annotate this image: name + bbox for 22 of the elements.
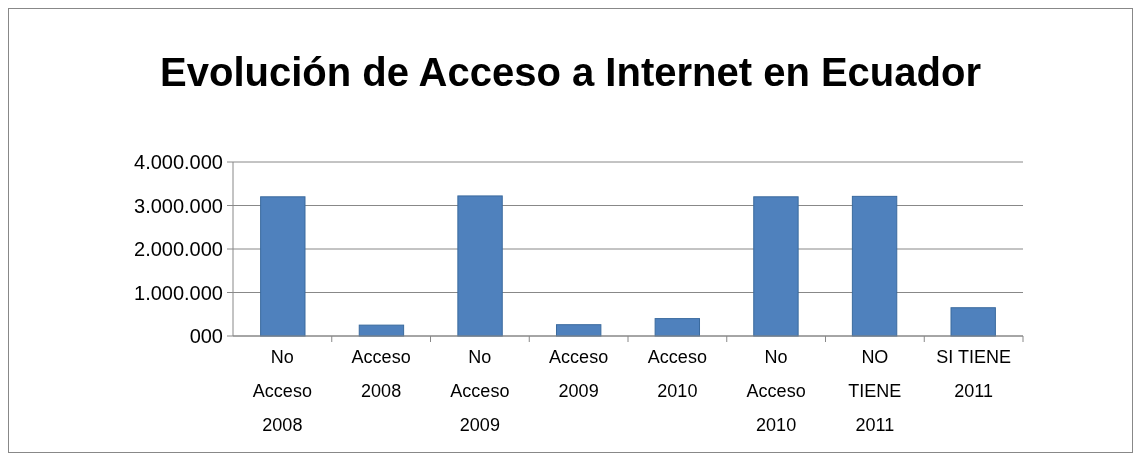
- chart-title: Evolución de Acceso a Internet en Ecuador: [160, 50, 981, 94]
- x-tick-label: No Acceso 2010: [746, 347, 806, 435]
- bar: [556, 324, 602, 337]
- y-tick-label: 2.000.000: [134, 238, 223, 260]
- x-tick-label: Acceso 2008: [351, 347, 411, 401]
- x-tick-label: Acceso 2010: [647, 347, 707, 401]
- y-tick-label: 1.000.000: [134, 281, 223, 304]
- bar: [260, 196, 306, 337]
- y-tick-label: 000: [189, 325, 223, 347]
- x-tick-label: SI TIENE 2011: [936, 347, 1011, 401]
- x-tick-label: No Acceso 2009: [450, 347, 510, 435]
- bar: [457, 195, 503, 337]
- x-tick-label: NO TIENE 2011: [848, 347, 902, 435]
- y-tick-label: 4.000.000: [134, 151, 223, 173]
- bar: [654, 318, 700, 337]
- x-tick-label: No Acceso 2008: [252, 347, 312, 435]
- y-tick-label: 3.000.000: [134, 194, 223, 217]
- bar: [851, 195, 898, 337]
- bar: [358, 324, 405, 337]
- bar: [753, 196, 799, 337]
- x-tick-label: Acceso 2009: [549, 347, 609, 401]
- bar: [950, 307, 996, 337]
